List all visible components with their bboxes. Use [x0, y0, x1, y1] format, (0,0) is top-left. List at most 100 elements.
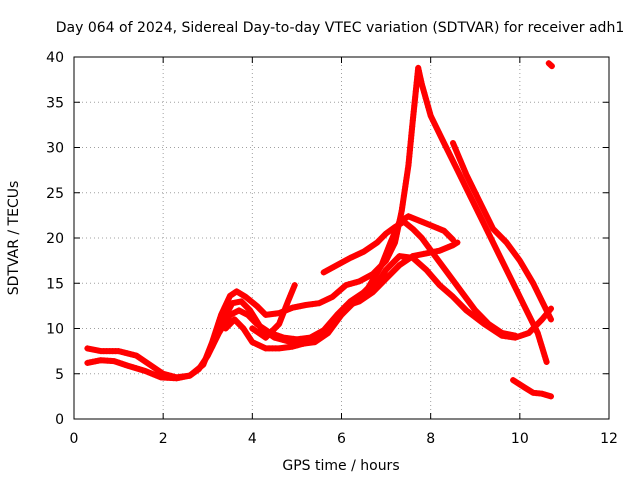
plus-marker: [466, 191, 473, 198]
plus-marker: [451, 161, 458, 168]
plus-marker: [534, 330, 541, 336]
plus-marker: [499, 259, 506, 266]
plus-marker: [458, 175, 465, 182]
plus-marker: [433, 123, 439, 130]
plus-marker: [494, 248, 501, 255]
plus-marker: [543, 359, 550, 365]
plus-marker: [464, 174, 471, 181]
plus-marker: [461, 180, 468, 187]
plus-marker: [288, 290, 295, 297]
plus-marker: [488, 223, 495, 230]
plus-marker: [282, 304, 289, 310]
plus-marker: [463, 186, 470, 193]
plus-marker: [130, 351, 137, 358]
plus-marker: [211, 337, 218, 344]
plus-marker: [468, 182, 475, 189]
plus-marker: [350, 253, 357, 260]
plus-marker: [435, 129, 442, 136]
plus-marker: [540, 347, 546, 354]
y-tick-label: 0: [55, 412, 64, 428]
plus-marker: [479, 204, 486, 211]
plus-marker: [212, 335, 219, 342]
plus-marker: [310, 336, 317, 343]
plus-marker: [480, 206, 487, 213]
plus-marker: [417, 75, 424, 82]
plus-marker: [277, 336, 283, 342]
y-tick-label: 40: [46, 50, 64, 66]
plus-marker: [484, 215, 491, 222]
plus-marker: [491, 243, 498, 250]
plus-marker: [497, 254, 504, 260]
plus-marker: [447, 153, 454, 160]
plus-marker: [139, 367, 146, 374]
plus-marker: [470, 185, 476, 192]
plus-marker: [286, 295, 293, 302]
plus-marker: [429, 115, 435, 122]
plus-marker: [136, 366, 143, 373]
plus-marker: [378, 262, 385, 269]
plus-marker: [498, 256, 505, 263]
plus-marker: [535, 332, 542, 339]
plus-marker: [279, 312, 286, 319]
plus-marker: [294, 342, 301, 349]
plus-marker: [127, 363, 134, 370]
plus-marker: [225, 295, 232, 302]
plus-marker: [285, 298, 291, 305]
plus-marker: [441, 245, 448, 252]
plus-marker: [213, 332, 220, 339]
plus-marker: [252, 340, 258, 347]
plus-marker: [313, 335, 320, 342]
plus-marker: [383, 250, 390, 257]
plus-marker: [540, 300, 547, 307]
plus-marker: [289, 287, 296, 294]
plus-marker: [507, 275, 514, 282]
plus-marker: [206, 349, 213, 356]
plus-marker: [121, 361, 128, 368]
plus-marker: [416, 70, 423, 77]
plus-marker: [469, 197, 476, 203]
plus-marker: [419, 84, 426, 90]
plus-marker: [155, 373, 162, 380]
plus-marker: [279, 336, 286, 343]
plus-marker: [454, 151, 461, 158]
plus-marker: [418, 218, 425, 225]
plus-marker: [426, 222, 433, 228]
plus-marker: [232, 299, 239, 306]
plus-marker: [540, 350, 547, 357]
plus-marker: [474, 193, 480, 200]
x-axis-label: GPS time / hours: [282, 458, 399, 474]
plus-marker: [116, 359, 123, 366]
plus-marker: [271, 334, 278, 341]
plus-marker: [487, 220, 494, 227]
plus-marker: [225, 308, 232, 314]
plus-marker: [361, 275, 368, 282]
plus-marker: [422, 92, 428, 99]
plus-marker: [287, 338, 294, 345]
plus-marker: [475, 210, 482, 217]
plus-marker: [467, 194, 474, 201]
series-track-6: [320, 218, 519, 339]
plus-marker: [478, 201, 484, 208]
plus-marker: [133, 365, 140, 372]
plus-marker: [482, 209, 489, 216]
plus-marker: [260, 344, 266, 351]
plus-marker: [537, 338, 544, 345]
plus-marker: [223, 301, 230, 308]
plus-marker: [221, 303, 228, 310]
plus-marker: [281, 306, 288, 313]
plus-marker: [380, 256, 387, 263]
plus-marker: [545, 60, 552, 67]
plus-marker: [443, 145, 450, 152]
plus-marker: [345, 281, 352, 288]
plus-marker: [432, 224, 439, 231]
plus-marker: [511, 283, 518, 290]
plus-marker: [483, 212, 490, 219]
plus-marker: [481, 221, 488, 228]
series-track-5: [249, 282, 298, 341]
plus-marker: [389, 234, 396, 241]
y-tick-label: 25: [46, 186, 64, 202]
plus-marker: [502, 264, 509, 271]
plus-marker: [413, 216, 420, 223]
plus-marker: [460, 165, 467, 172]
plus-marker: [539, 390, 546, 397]
